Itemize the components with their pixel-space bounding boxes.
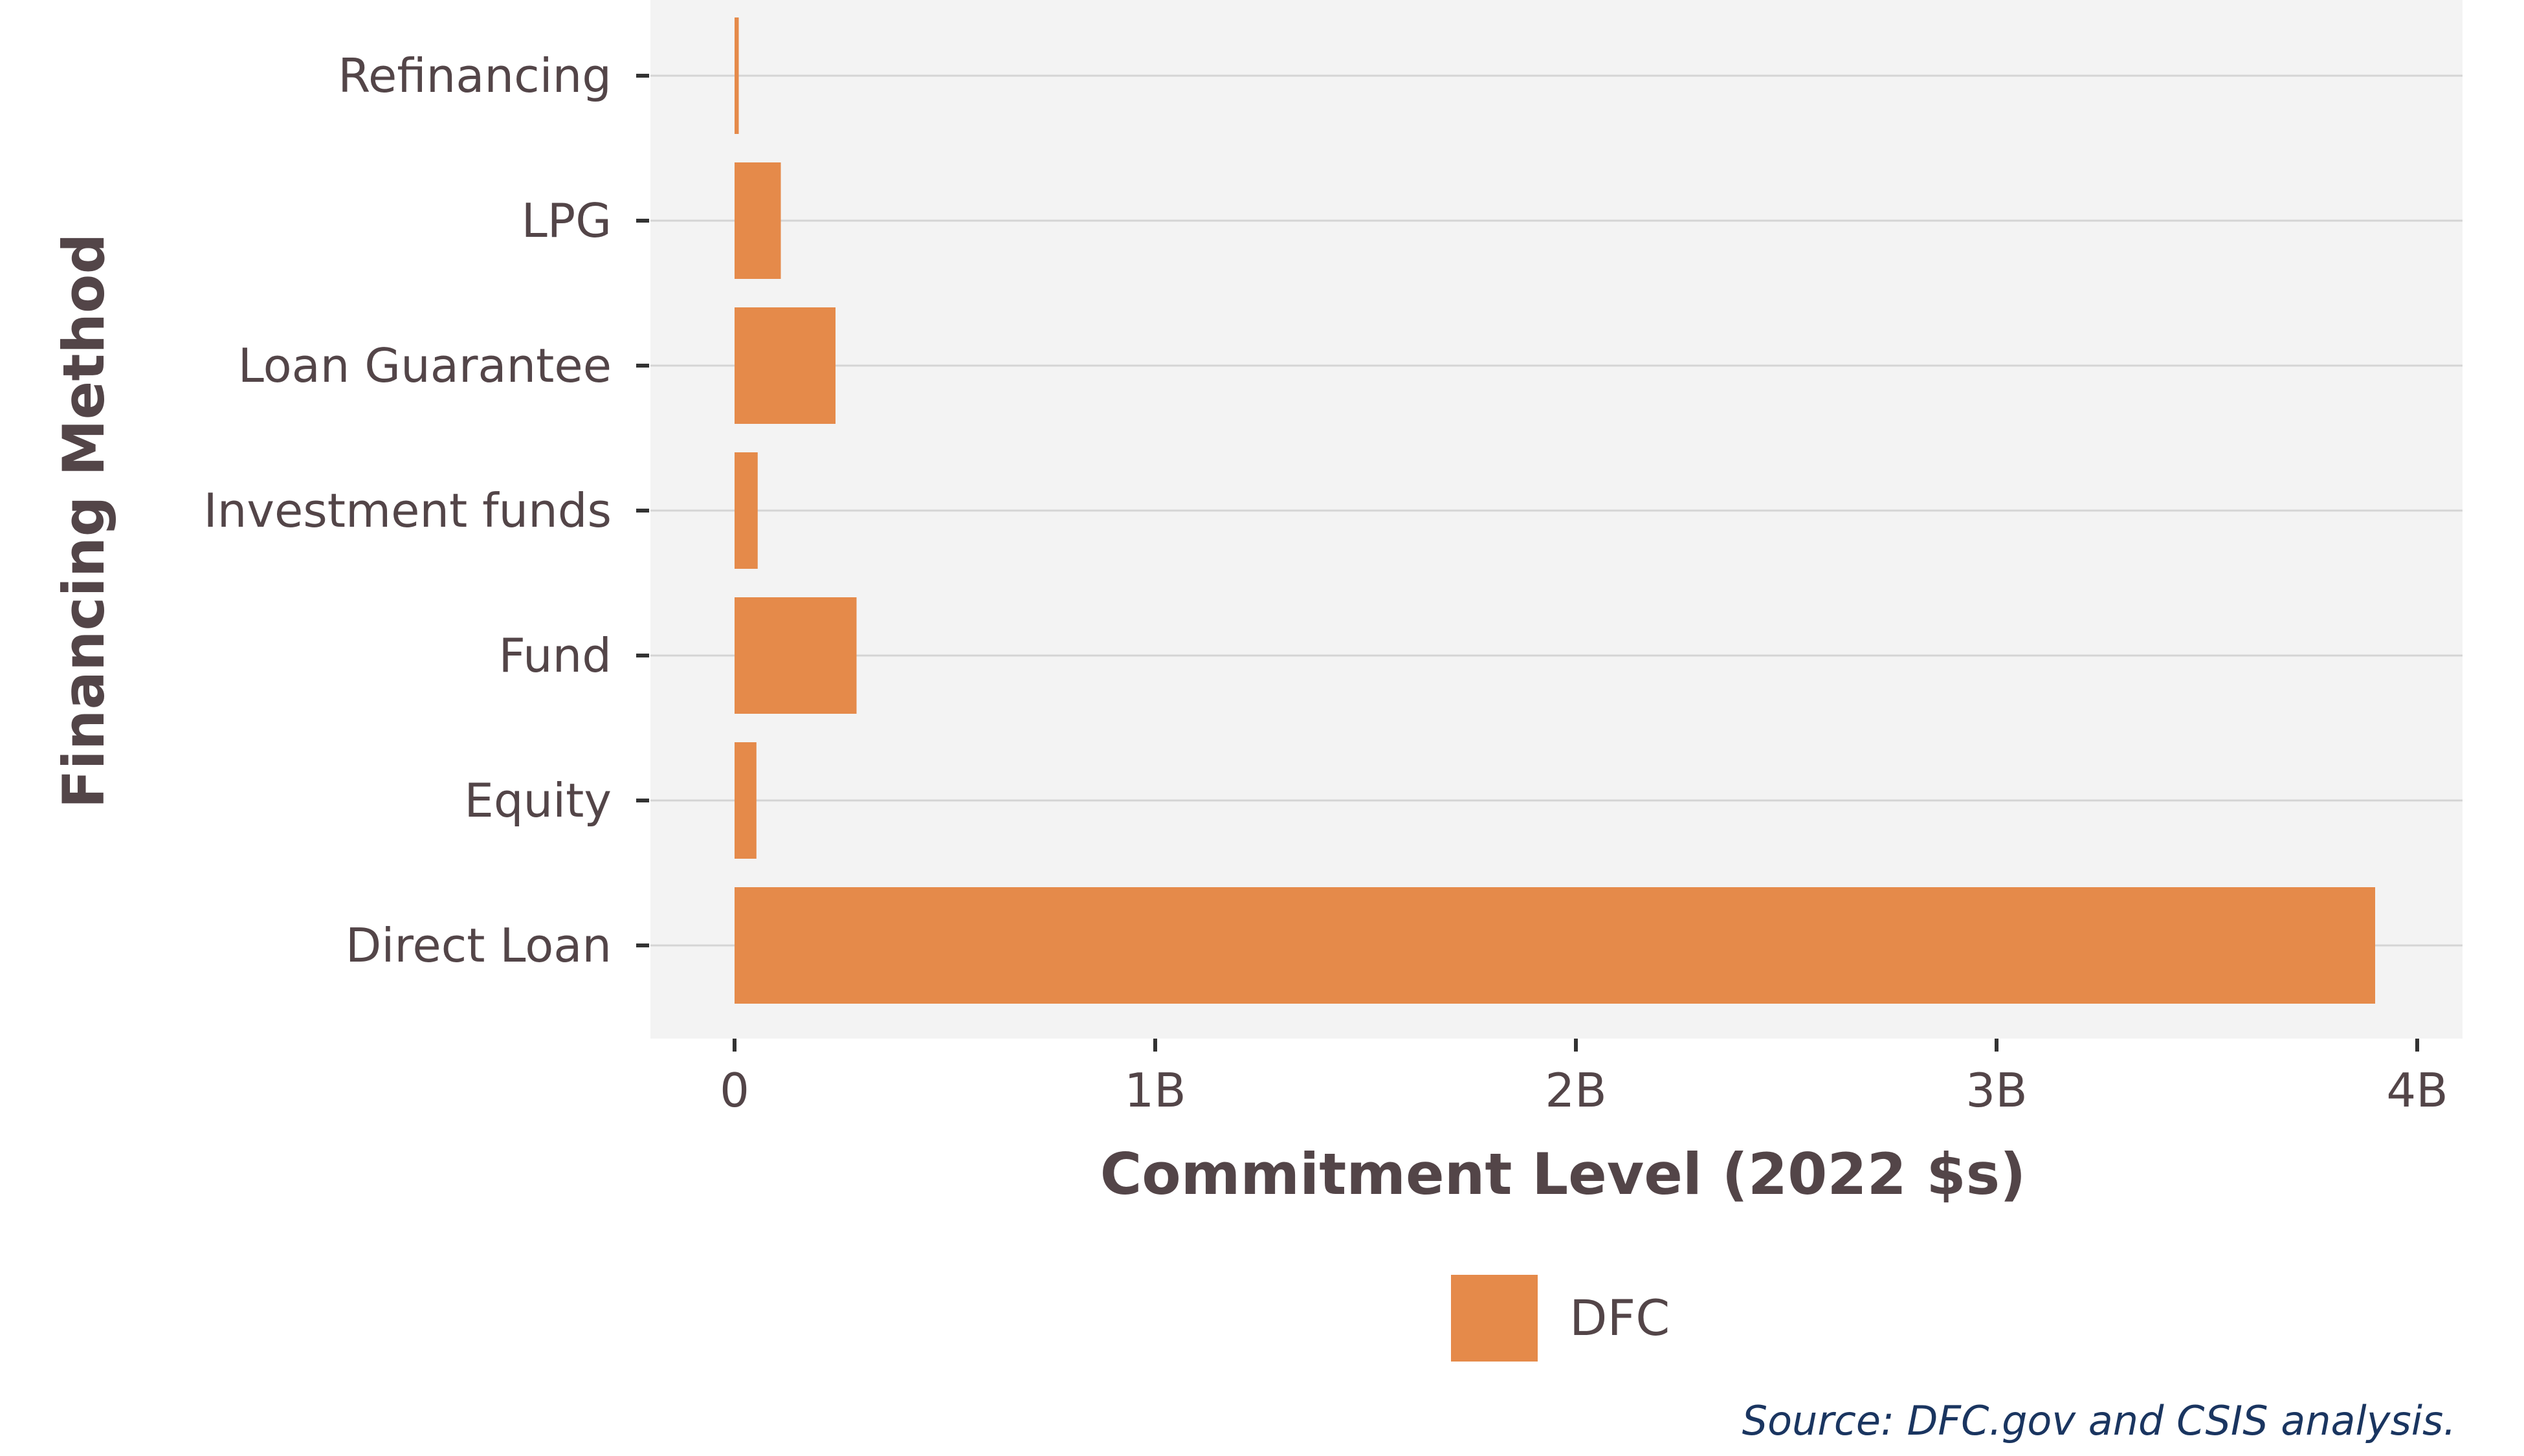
- x-tick-label-0: 0: [720, 1063, 749, 1118]
- y-axis: Refinancing LPG Loan Guarantee Investment f…: [203, 49, 649, 973]
- y-tick-label-refinancing: Refinancing: [338, 49, 612, 103]
- legend-swatch-dfc: [1448, 1272, 1540, 1364]
- x-tick-label-4B: 4B: [2386, 1063, 2448, 1118]
- y-tick-label-lpg: LPG: [522, 193, 612, 248]
- bar-investment-funds: [735, 452, 758, 569]
- bar-refinancing: [735, 17, 739, 134]
- y-tick-label-direct-loan: Direct Loan: [346, 918, 612, 973]
- source-note: Source: DFC.gov and CSIS analysis.: [1742, 1397, 2456, 1444]
- y-tick-label-investment-funds: Investment funds: [203, 483, 612, 538]
- x-tick-label-1B: 1B: [1124, 1063, 1186, 1118]
- y-tick-label-loan-guarantee: Loan Guarantee: [238, 338, 612, 393]
- y-tick-label-fund: Fund: [499, 628, 612, 683]
- x-axis: 0 1B 2B 3B 4B: [720, 1039, 2448, 1118]
- x-axis-title: Commitment Level (2022 $s): [1100, 1141, 2026, 1208]
- bar-lpg: [735, 162, 781, 279]
- bar-loan-guarantee: [735, 307, 836, 424]
- bars: [735, 17, 2375, 1004]
- bar-equity: [735, 742, 757, 859]
- bar-direct-loan: [735, 887, 2375, 1004]
- legend-label-dfc: DFC: [1569, 1289, 1670, 1347]
- y-axis-title: Financing Method: [50, 234, 117, 809]
- bar-fund: [735, 597, 857, 714]
- plot-panel: [650, 0, 2463, 1039]
- legend: DFC: [1448, 1272, 1670, 1364]
- x-tick-label-3B: 3B: [1965, 1063, 2027, 1118]
- x-tick-label-2B: 2B: [1545, 1063, 1606, 1118]
- y-tick-label-equity: Equity: [464, 773, 612, 828]
